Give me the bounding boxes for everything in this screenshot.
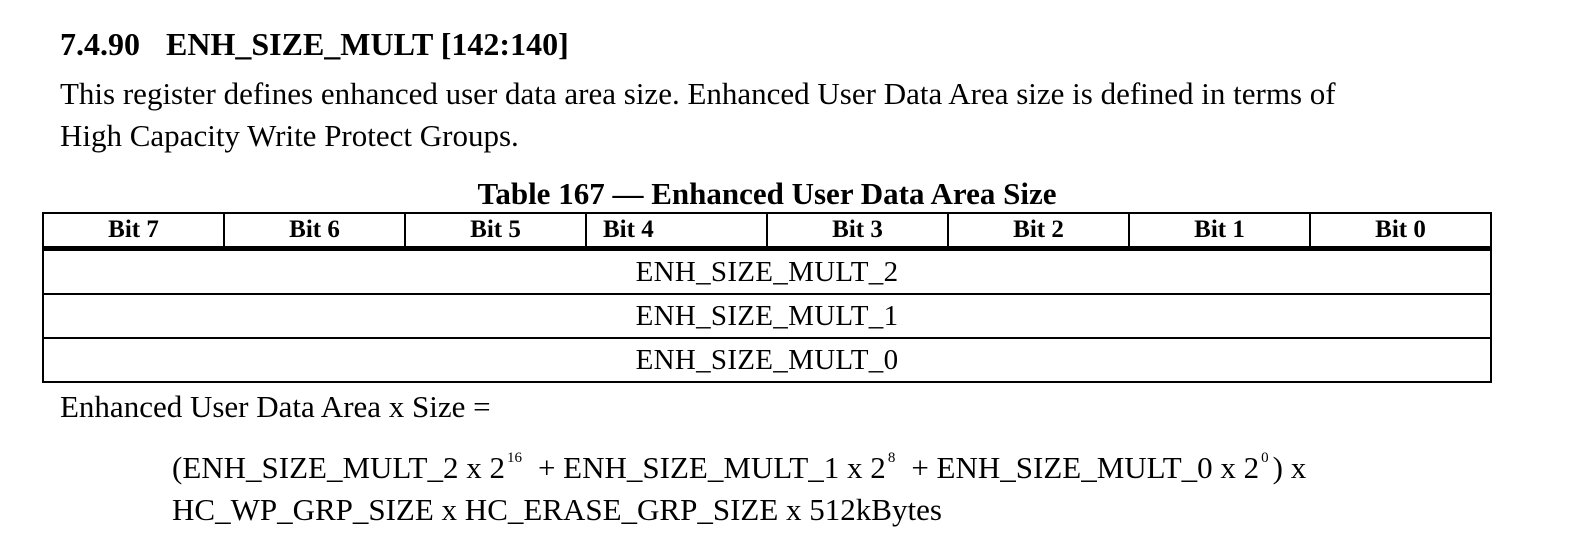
exponent-0: 0: [1261, 450, 1269, 466]
table-row: ENH_SIZE_MULT_2: [42, 247, 1492, 295]
header-bit-2: Bit 2: [947, 212, 1130, 251]
register-table: Bit 7 Bit 6 Bit 5 Bit 4 Bit 3 Bit 2 Bit …: [42, 212, 1492, 383]
header-bit-4: Bit 4: [585, 212, 768, 251]
section-number: 7.4.90: [60, 26, 140, 62]
formula-term-1: (ENH_SIZE_MULT_2 x 2: [172, 450, 505, 485]
description-line-1: This register defines enhanced user data…: [60, 76, 1336, 111]
table-caption: Table 167 — Enhanced User Data Area Size: [477, 176, 1057, 211]
header-bit-5: Bit 5: [404, 212, 587, 251]
formula-term-4: ) x: [1272, 450, 1307, 485]
exponent-16: 16: [506, 450, 522, 466]
section-title: ENH_SIZE_MULT [142:140]: [166, 26, 569, 62]
table-row: ENH_SIZE_MULT_1: [42, 293, 1492, 339]
size-formula: (ENH_SIZE_MULT_2 x 2 16 + ENH_SIZE_MULT_1 …: [172, 447, 1306, 531]
header-bit-0: Bit 0: [1309, 212, 1492, 251]
description-paragraph: This register defines enhanced user data…: [60, 73, 1500, 157]
section-heading: 7.4.90 ENH_SIZE_MULT [142:140]: [60, 22, 569, 66]
register-field-enh-size-mult-0: ENH_SIZE_MULT_0: [42, 337, 1492, 383]
formula-term-3: + ENH_SIZE_MULT_0 x 2: [911, 450, 1260, 485]
formula-line-2: HC_WP_GRP_SIZE x HC_ERASE_GRP_SIZE x 512…: [172, 492, 942, 527]
header-bit-6: Bit 6: [223, 212, 406, 251]
description-line-2: High Capacity Write Protect Groups.: [60, 118, 519, 153]
header-bit-1: Bit 1: [1128, 212, 1311, 251]
exponent-8: 8: [887, 450, 896, 466]
register-field-enh-size-mult-2: ENH_SIZE_MULT_2: [42, 247, 1492, 295]
table-row: ENH_SIZE_MULT_0: [42, 337, 1492, 383]
header-bit-7: Bit 7: [42, 212, 225, 251]
equation-intro: Enhanced User Data Area x Size =: [60, 389, 491, 424]
header-bit-3: Bit 3: [766, 212, 949, 251]
formula-term-2: + ENH_SIZE_MULT_1 x 2: [537, 450, 886, 485]
register-field-enh-size-mult-1: ENH_SIZE_MULT_1: [42, 293, 1492, 339]
table-header-row: Bit 7 Bit 6 Bit 5 Bit 4 Bit 3 Bit 2 Bit …: [42, 212, 1492, 251]
formula-line-1: (ENH_SIZE_MULT_2 x 2 16 + ENH_SIZE_MULT_1 …: [172, 447, 1306, 489]
